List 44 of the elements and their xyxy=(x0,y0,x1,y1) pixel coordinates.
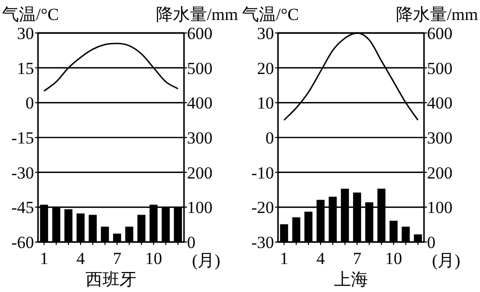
title: 西班牙 xyxy=(86,270,136,289)
ytick: 0 xyxy=(26,94,34,113)
xlabel: (月) xyxy=(432,251,460,270)
y2tick: 100 xyxy=(427,198,452,218)
xtick: 7 xyxy=(112,249,122,268)
ylabel: 气温/°C xyxy=(242,5,299,24)
ytick: 20 xyxy=(257,58,274,78)
y2tick: 300 xyxy=(187,128,212,148)
ytick: 30 xyxy=(17,24,34,43)
ytick: -10 xyxy=(251,163,274,182)
xtick: 1 xyxy=(280,249,288,268)
ytick: -30 xyxy=(251,233,274,252)
y2label: 降水量/mm xyxy=(396,5,478,24)
xtick: 10 xyxy=(145,249,162,268)
xtick: 7 xyxy=(352,249,362,268)
ytick: 30 xyxy=(257,24,274,43)
ytick: 10 xyxy=(257,94,274,113)
y2tick: 600 xyxy=(187,24,212,43)
title: 上海 xyxy=(334,270,368,289)
y2tick: 500 xyxy=(427,58,452,78)
xtick: 4 xyxy=(76,249,85,268)
y2tick: 400 xyxy=(427,94,452,113)
y2tick: 400 xyxy=(187,94,212,113)
xtick: 10 xyxy=(385,249,402,268)
ytick: -45 xyxy=(11,198,34,218)
y2tick: 100 xyxy=(187,198,212,218)
xtick: 1 xyxy=(40,249,48,268)
ytick: 0 xyxy=(266,128,274,148)
ytick: -60 xyxy=(11,233,34,252)
y2tick: 300 xyxy=(427,128,452,148)
ytick: 15 xyxy=(17,58,34,78)
ytick: -30 xyxy=(11,163,34,182)
ytick: -20 xyxy=(251,198,274,218)
y2tick: 0 xyxy=(427,233,436,252)
ytick: -15 xyxy=(11,128,34,148)
y2tick: 200 xyxy=(427,163,452,182)
y2tick: 600 xyxy=(427,24,452,43)
xtick: 4 xyxy=(316,249,325,268)
y2tick: 500 xyxy=(187,58,212,78)
xlabel: (月) xyxy=(192,251,220,270)
ylabel: 气温/°C xyxy=(2,5,59,24)
y2tick: 0 xyxy=(187,233,196,252)
y2label: 降水量/mm xyxy=(156,5,238,24)
y2tick: 200 xyxy=(187,163,212,182)
